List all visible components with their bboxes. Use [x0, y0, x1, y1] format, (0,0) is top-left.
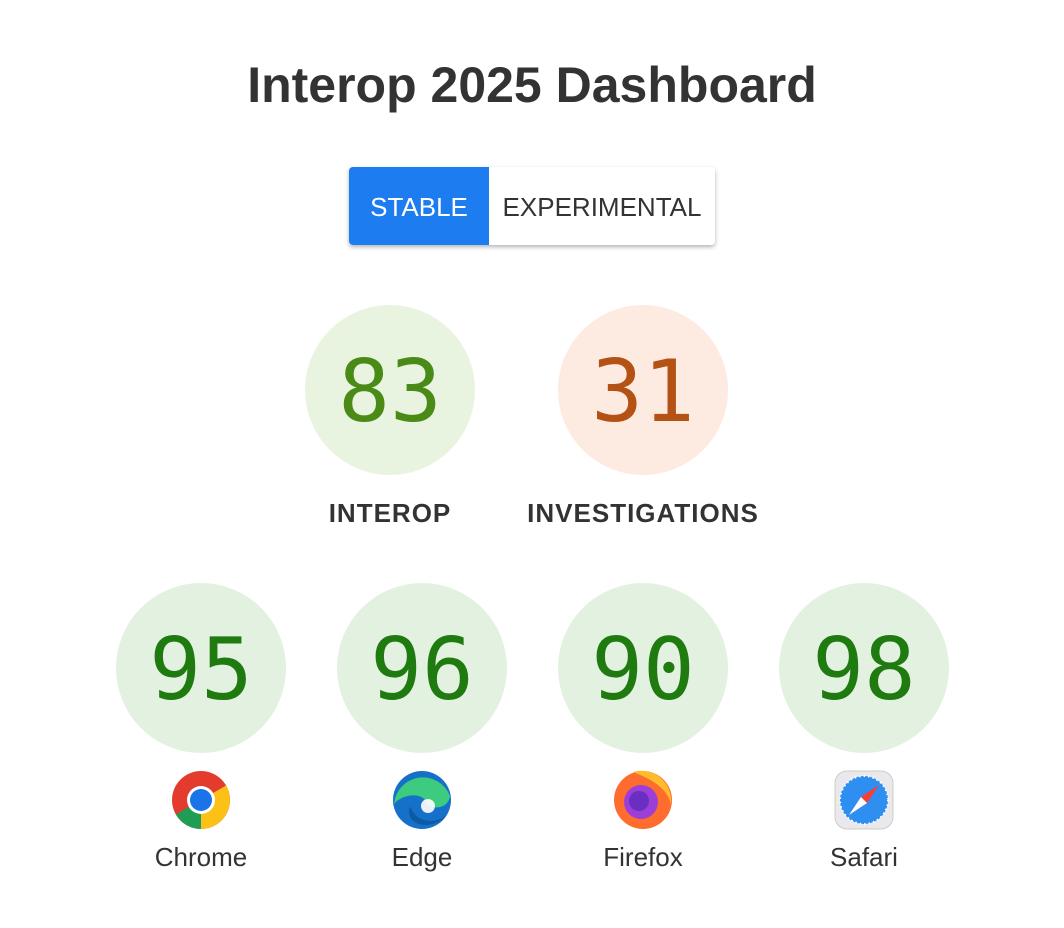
browser-name: Safari [830, 842, 898, 872]
edge-icon [393, 771, 451, 829]
score-circle [337, 583, 507, 753]
score-circle [558, 583, 728, 753]
score-label: INVESTIGATIONS [527, 498, 759, 528]
score-circle [116, 583, 286, 753]
toggle-active[interactable] [349, 167, 489, 245]
chrome-icon [172, 771, 230, 829]
toggle-option[interactable]: EXPERIMENTAL [503, 192, 702, 222]
browser-name: Firefox [603, 842, 682, 872]
score-circle [779, 583, 949, 753]
toggle [349, 167, 715, 245]
score: 31 [591, 342, 695, 442]
safari-icon [834, 770, 894, 830]
browser-score: 95 [149, 620, 253, 720]
firefox-icon [614, 770, 672, 829]
score-label: INTEROP [329, 498, 452, 528]
browser-score: 96 [370, 620, 474, 720]
browser-score: 98 [812, 620, 916, 720]
score-circle [558, 305, 728, 475]
browser-name: Edge [392, 842, 453, 872]
browser-score: 90 [591, 620, 695, 720]
score-circle [305, 305, 475, 475]
toggle-option[interactable]: STABLE [370, 192, 468, 222]
page-title: Interop 2025 Dashboard [247, 57, 817, 113]
browser-name: Chrome [155, 842, 247, 872]
score: 83 [338, 342, 442, 442]
